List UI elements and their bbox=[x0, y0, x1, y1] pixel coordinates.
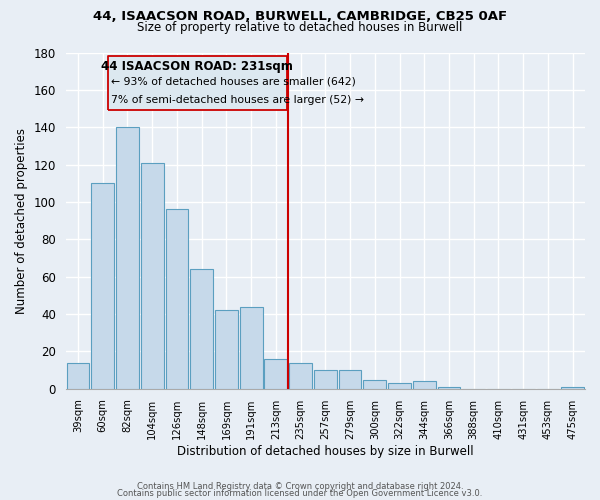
X-axis label: Distribution of detached houses by size in Burwell: Distribution of detached houses by size … bbox=[177, 444, 473, 458]
Text: Contains HM Land Registry data © Crown copyright and database right 2024.: Contains HM Land Registry data © Crown c… bbox=[137, 482, 463, 491]
Bar bbox=[166, 210, 188, 389]
Bar bbox=[141, 162, 164, 389]
Bar bbox=[190, 270, 213, 389]
Bar bbox=[91, 184, 114, 389]
Text: Contains public sector information licensed under the Open Government Licence v3: Contains public sector information licen… bbox=[118, 489, 482, 498]
Text: 44, ISAACSON ROAD, BURWELL, CAMBRIDGE, CB25 0AF: 44, ISAACSON ROAD, BURWELL, CAMBRIDGE, C… bbox=[93, 10, 507, 23]
Bar bbox=[314, 370, 337, 389]
Bar bbox=[388, 383, 411, 389]
Bar bbox=[240, 306, 263, 389]
Bar bbox=[364, 380, 386, 389]
Bar bbox=[289, 362, 312, 389]
Bar bbox=[413, 382, 436, 389]
Text: Size of property relative to detached houses in Burwell: Size of property relative to detached ho… bbox=[137, 21, 463, 34]
Y-axis label: Number of detached properties: Number of detached properties bbox=[15, 128, 28, 314]
Bar bbox=[561, 387, 584, 389]
Bar bbox=[215, 310, 238, 389]
Text: 7% of semi-detached houses are larger (52) →: 7% of semi-detached houses are larger (5… bbox=[112, 96, 364, 106]
Bar bbox=[67, 362, 89, 389]
Text: 44 ISAACSON ROAD: 231sqm: 44 ISAACSON ROAD: 231sqm bbox=[101, 60, 293, 73]
Text: ← 93% of detached houses are smaller (642): ← 93% of detached houses are smaller (64… bbox=[112, 77, 356, 87]
Bar bbox=[107, 56, 287, 110]
Bar bbox=[437, 387, 460, 389]
Bar bbox=[338, 370, 361, 389]
Bar bbox=[265, 359, 287, 389]
Bar bbox=[116, 127, 139, 389]
